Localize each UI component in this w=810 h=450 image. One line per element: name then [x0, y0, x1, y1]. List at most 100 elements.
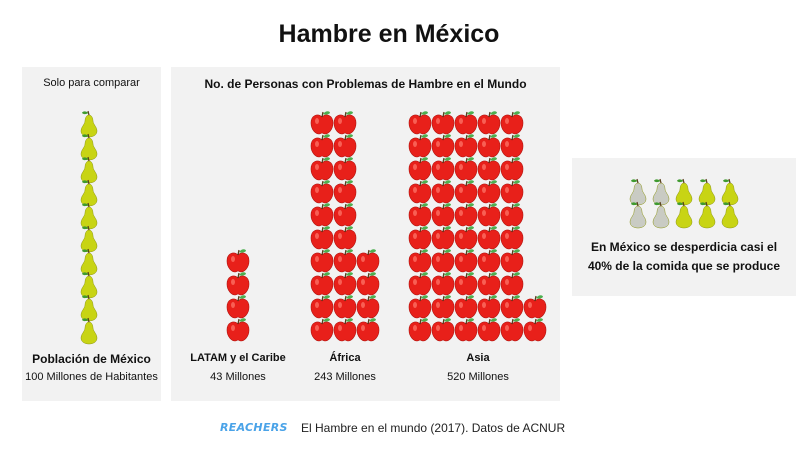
apple-icon	[226, 317, 250, 342]
apple-icon	[333, 156, 357, 181]
apple-icon	[226, 271, 250, 296]
apple-icon	[431, 294, 455, 319]
apple-icon	[454, 248, 478, 273]
apple-icon	[431, 133, 455, 158]
apple-icon	[500, 317, 524, 342]
category-label-asia: Asia	[466, 352, 490, 364]
apple-icon	[310, 179, 334, 204]
apple-icon	[477, 294, 501, 319]
pear-icon	[80, 294, 98, 322]
apple-icon	[310, 248, 334, 273]
apple-icon	[408, 225, 432, 250]
apple-icon	[477, 202, 501, 227]
apple-icon	[500, 133, 524, 158]
apple-icon	[408, 248, 432, 273]
wasted-pear-icon	[652, 178, 670, 206]
apple-icon	[226, 294, 250, 319]
apple-icon	[477, 271, 501, 296]
apple-icon	[408, 294, 432, 319]
apple-icon	[310, 202, 334, 227]
apple-icon	[333, 133, 357, 158]
value-label-latam: 43 Millones	[210, 371, 266, 383]
pear-icon	[698, 178, 716, 206]
apple-icon	[333, 179, 357, 204]
category-label-latam: LATAM y el Caribe	[190, 352, 286, 364]
apple-icon	[431, 110, 455, 135]
wasted-pear-icon	[652, 201, 670, 229]
reachers-logo: REACHERS	[220, 421, 288, 434]
apple-icon	[310, 133, 334, 158]
apple-icon	[408, 317, 432, 342]
apple-icon	[431, 271, 455, 296]
apple-icon	[500, 294, 524, 319]
apple-icon	[454, 317, 478, 342]
pear-icon	[80, 110, 98, 138]
apple-icon	[454, 133, 478, 158]
apple-icon	[333, 271, 357, 296]
pear-icon	[80, 133, 98, 161]
pear-icon	[80, 225, 98, 253]
waste-text-line1: En México se desperdicia casi el	[590, 240, 778, 254]
apple-icon	[408, 271, 432, 296]
pear-icon	[721, 201, 739, 229]
apple-icon	[408, 156, 432, 181]
pear-icon	[80, 317, 98, 345]
apple-icon	[454, 294, 478, 319]
apple-icon	[333, 202, 357, 227]
apple-icon	[431, 248, 455, 273]
pear-icon	[80, 156, 98, 184]
comparison-label: Población de México	[32, 352, 151, 366]
waste-text: En México se desperdicia casi el 40% de …	[572, 238, 796, 276]
apple-icon	[500, 179, 524, 204]
page-title: Hambre en México	[278, 20, 500, 48]
apple-icon	[477, 225, 501, 250]
pear-icon	[675, 178, 693, 206]
comparison-value: 100 Millones de Habitantes	[25, 371, 158, 383]
apple-icon	[310, 317, 334, 342]
source-note: El Hambre en el mundo (2017). Datos de A…	[301, 421, 566, 435]
apple-icon	[500, 248, 524, 273]
apple-icon	[454, 179, 478, 204]
waste-text-line2: 40% de la comida que se produce	[587, 259, 781, 273]
apple-icon	[310, 110, 334, 135]
value-label-africa: 243 Millones	[314, 371, 376, 383]
apple-icon	[500, 156, 524, 181]
apple-icon	[477, 317, 501, 342]
apple-icon	[454, 156, 478, 181]
apple-icon	[310, 294, 334, 319]
apple-icon	[431, 202, 455, 227]
pear-icon	[675, 201, 693, 229]
category-label-africa: África	[329, 352, 361, 364]
apple-icon	[356, 317, 380, 342]
apple-icon	[500, 271, 524, 296]
pear-icon	[80, 248, 98, 276]
apple-icon	[523, 317, 547, 342]
apple-icon	[477, 133, 501, 158]
pear-icon	[80, 179, 98, 207]
apple-icon	[408, 133, 432, 158]
apple-icon	[454, 271, 478, 296]
apple-icon	[523, 294, 547, 319]
pear-icon	[721, 178, 739, 206]
apple-icon	[310, 156, 334, 181]
apple-icon	[333, 248, 357, 273]
wasted-pear-icon	[629, 178, 647, 206]
apple-icon	[408, 202, 432, 227]
apple-icon	[333, 225, 357, 250]
pear-icon	[698, 201, 716, 229]
apple-icon	[356, 271, 380, 296]
apple-icon	[310, 271, 334, 296]
apple-icon	[454, 225, 478, 250]
apple-icon	[333, 110, 357, 135]
apple-icon	[408, 179, 432, 204]
pear-icon	[80, 271, 98, 299]
apple-icon	[500, 225, 524, 250]
apple-icon	[226, 248, 250, 273]
apple-icon	[333, 317, 357, 342]
apple-icon	[431, 225, 455, 250]
comparison-heading: Solo para comparar	[43, 77, 140, 89]
apple-icon	[431, 179, 455, 204]
apple-icon	[333, 294, 357, 319]
apple-icon	[477, 179, 501, 204]
